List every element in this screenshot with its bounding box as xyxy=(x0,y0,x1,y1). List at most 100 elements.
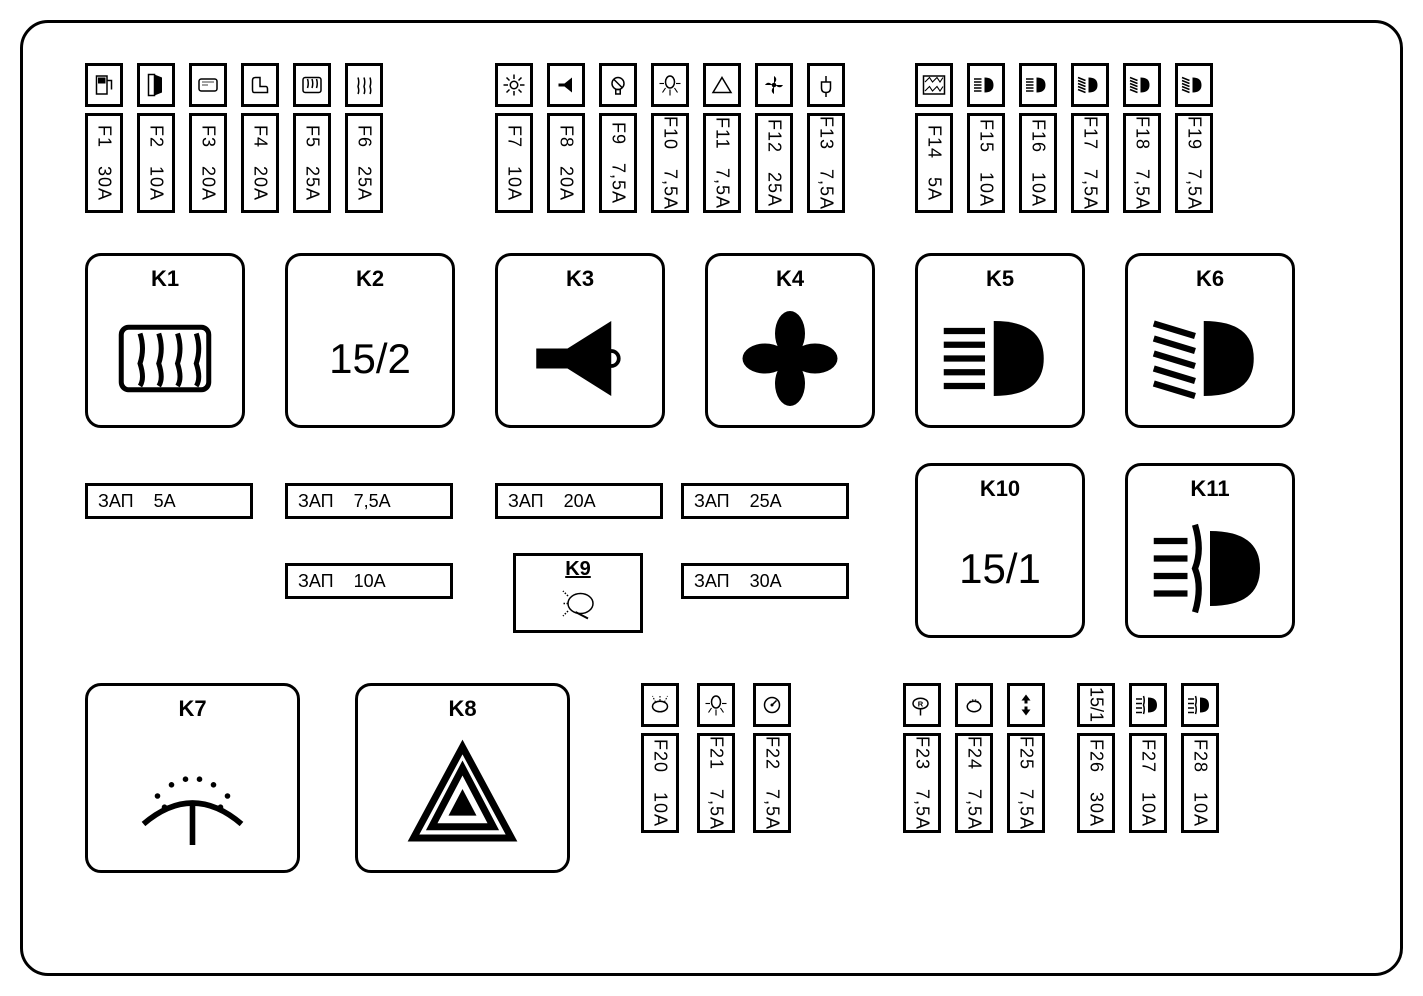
fuse-amp: 10A xyxy=(146,166,167,201)
fuse-label: F13 7,5A xyxy=(807,113,845,213)
spare-fuse: ЗАП 30A xyxy=(681,563,849,599)
fuse-id: F5 xyxy=(302,125,323,148)
fuse-id: F21 xyxy=(706,736,727,770)
fuse-id: F6 xyxy=(354,125,375,148)
relay-label: K9 xyxy=(565,558,591,581)
spare-amp: 5A xyxy=(154,491,176,512)
fuse-id: F7 xyxy=(504,125,525,148)
fuse-id: F4 xyxy=(250,125,271,148)
zigzag-icon xyxy=(915,63,953,107)
fuse-amp: 10A xyxy=(1028,172,1049,207)
fuse-f27: F27 10A xyxy=(1129,683,1167,833)
fuse-id: F28 xyxy=(1190,739,1211,773)
door-icon xyxy=(137,63,175,107)
fuse-label: F22 7,5A xyxy=(753,733,791,833)
fuse-f5: F5 25A xyxy=(293,63,331,213)
horn-icon xyxy=(547,63,585,107)
fuse-label: F14 5A xyxy=(915,113,953,213)
fuse-id: F22 xyxy=(762,736,783,770)
fuse-amp: 7,5A xyxy=(1016,789,1037,830)
interior-icon xyxy=(697,683,735,727)
fuse-amp: 20A xyxy=(250,166,271,201)
relay-label: K3 xyxy=(566,266,594,292)
fuse-amp: 10A xyxy=(1138,792,1159,827)
fuse-id: F14 xyxy=(924,125,945,159)
spare-amp: 10A xyxy=(354,571,386,592)
fuse-amp: 5A xyxy=(924,177,945,201)
fuse-id: F15 xyxy=(976,119,997,153)
hibeam-icon xyxy=(967,63,1005,107)
bigfog-icon xyxy=(1128,502,1292,635)
fuse-f14: F14 5A xyxy=(915,63,953,213)
biglobeam-icon xyxy=(1128,292,1292,425)
fuse-id: F3 xyxy=(198,125,219,148)
relay-label: K6 xyxy=(1196,266,1224,292)
fuse-label: F27 10A xyxy=(1129,733,1167,833)
fuse-f28: F28 10A xyxy=(1181,683,1219,833)
spare-amp: 25A xyxy=(750,491,782,512)
fuse-box-panel: F1 30AF2 10AF3 20AF4 20AF5 25AF6 25AF7 1… xyxy=(20,20,1403,976)
fuse-f15: F15 10A xyxy=(967,63,1005,213)
lobeam-icon xyxy=(1123,63,1161,107)
fuse-label: F25 7,5A xyxy=(1007,733,1045,833)
fuse-id: F17 xyxy=(1080,116,1101,150)
relay-label: K11 xyxy=(1190,476,1229,502)
fuse-f11: F11 7,5A xyxy=(703,63,741,213)
fuse-id: F8 xyxy=(556,125,577,148)
fan-icon xyxy=(755,63,793,107)
wiper-icon xyxy=(88,722,297,870)
fuse-label: F16 10A xyxy=(1019,113,1057,213)
fuse-id: F16 xyxy=(1028,119,1049,153)
spare-label: ЗАП xyxy=(98,491,134,512)
fuse-amp: 7,5A xyxy=(964,789,985,830)
fuse-f1: F1 30A xyxy=(85,63,123,213)
fuse-id: F27 xyxy=(1138,739,1159,773)
fuse-f3: F3 20A xyxy=(189,63,227,213)
fuse-amp: 7,5A xyxy=(1080,169,1101,210)
fuse-amp: 7,5A xyxy=(762,789,783,830)
fuse-amp: 7,5A xyxy=(912,789,933,830)
fuse-amp: 25A xyxy=(354,166,375,201)
spare-fuse: ЗАП7,5A xyxy=(285,483,453,519)
hazard-icon xyxy=(358,722,567,870)
plug-icon xyxy=(807,63,845,107)
fuse-label: F4 20A xyxy=(241,113,279,213)
fuse-id: F24 xyxy=(964,736,985,770)
relay-label: K8 xyxy=(448,696,476,722)
fuse-f17: F17 7,5A xyxy=(1071,63,1109,213)
fuse-amp: 25A xyxy=(302,166,323,201)
fuse-label: F9 7,5A xyxy=(599,113,637,213)
fuse-label: F3 20A xyxy=(189,113,227,213)
fuse-id: F10 xyxy=(660,116,681,150)
defrost-icon xyxy=(293,63,331,107)
fuse-label: F12 25A xyxy=(755,113,793,213)
fuse-id: F20 xyxy=(650,739,671,773)
relay-k6: K6 xyxy=(1125,253,1295,428)
bigfan-icon xyxy=(708,292,872,425)
fog-icon xyxy=(1129,683,1167,727)
fuse-label: F28 10A xyxy=(1181,733,1219,833)
fuse-amp: 10A xyxy=(650,792,671,827)
sun-icon xyxy=(495,63,533,107)
fuse-f10: F10 7,5A xyxy=(651,63,689,213)
interior-icon xyxy=(651,63,689,107)
fuse-amp: 20A xyxy=(198,166,219,201)
gauge-icon xyxy=(753,683,791,727)
fog-icon xyxy=(1181,683,1219,727)
relay-label: K7 xyxy=(178,696,206,722)
spare-amp: 30A xyxy=(750,571,782,592)
fuse-label: F8 20A xyxy=(547,113,585,213)
fuse-label: F15 10A xyxy=(967,113,1005,213)
fuel-icon xyxy=(85,63,123,107)
dash-icon xyxy=(189,63,227,107)
headwash-icon xyxy=(543,581,613,636)
relay-label: K1 xyxy=(151,266,179,292)
fuse-label: F10 7,5A xyxy=(651,113,689,213)
fuse-id: F23 xyxy=(912,736,933,770)
grid-icon xyxy=(345,63,383,107)
spare-label: ЗАП xyxy=(694,571,730,592)
fuse-amp: 10A xyxy=(1190,792,1211,827)
spare-label: ЗАП xyxy=(298,571,334,592)
fuse-amp: 7,5A xyxy=(706,789,727,830)
fuse-label: F6 25A xyxy=(345,113,383,213)
